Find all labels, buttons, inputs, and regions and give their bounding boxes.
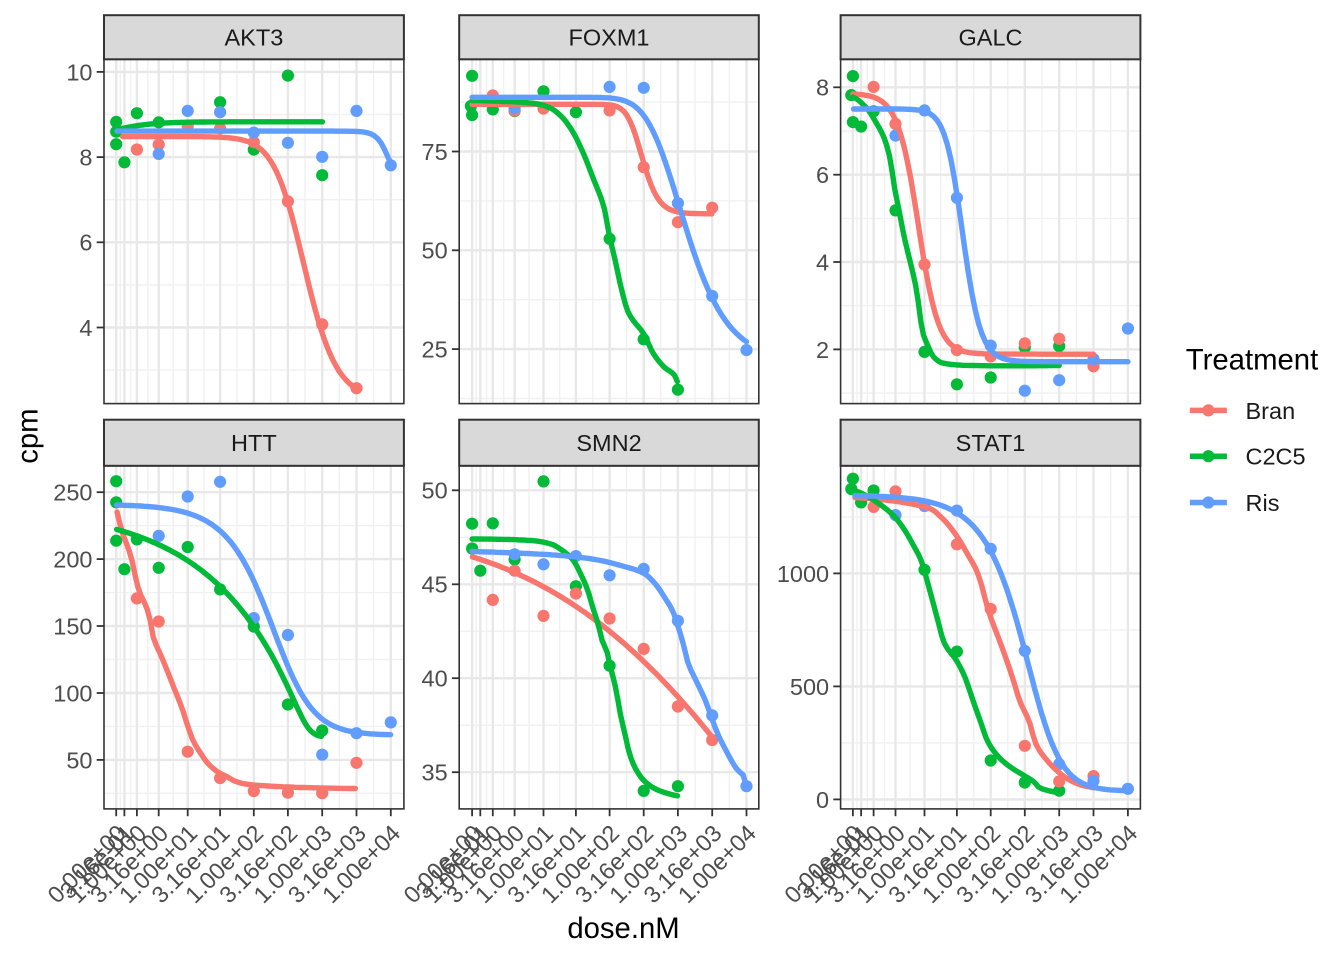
svg-text:Ris: Ris bbox=[1246, 490, 1280, 516]
svg-text:200: 200 bbox=[53, 547, 92, 573]
svg-text:8: 8 bbox=[816, 75, 829, 101]
svg-text:GALC: GALC bbox=[959, 25, 1023, 51]
svg-text:Treatment: Treatment bbox=[1186, 343, 1318, 376]
svg-text:STAT1: STAT1 bbox=[956, 430, 1026, 456]
svg-text:40: 40 bbox=[422, 666, 448, 692]
svg-text:Bran: Bran bbox=[1246, 398, 1296, 424]
svg-text:50: 50 bbox=[66, 747, 92, 773]
svg-text:500: 500 bbox=[790, 674, 829, 700]
svg-text:250: 250 bbox=[53, 480, 92, 506]
svg-text:C2C5: C2C5 bbox=[1246, 444, 1306, 470]
svg-text:HTT: HTT bbox=[231, 430, 277, 456]
svg-text:45: 45 bbox=[422, 572, 448, 598]
svg-text:6: 6 bbox=[79, 230, 92, 256]
svg-text:75: 75 bbox=[422, 139, 448, 165]
svg-text:50: 50 bbox=[422, 478, 448, 504]
svg-text:35: 35 bbox=[422, 760, 448, 786]
svg-text:4: 4 bbox=[79, 315, 92, 341]
svg-text:10: 10 bbox=[66, 59, 92, 85]
svg-text:0: 0 bbox=[816, 787, 829, 813]
svg-text:SMN2: SMN2 bbox=[576, 430, 641, 456]
svg-text:4: 4 bbox=[816, 249, 829, 275]
svg-text:dose.nM: dose.nM bbox=[567, 912, 679, 945]
svg-text:AKT3: AKT3 bbox=[225, 25, 284, 51]
svg-text:150: 150 bbox=[53, 613, 92, 639]
svg-text:50: 50 bbox=[422, 238, 448, 264]
svg-text:cpm: cpm bbox=[12, 408, 45, 463]
svg-text:FOXM1: FOXM1 bbox=[569, 25, 650, 51]
svg-text:2: 2 bbox=[816, 337, 829, 363]
svg-text:1000: 1000 bbox=[777, 561, 829, 587]
svg-text:100: 100 bbox=[53, 680, 92, 706]
svg-text:25: 25 bbox=[422, 337, 448, 363]
svg-text:8: 8 bbox=[79, 145, 92, 171]
svg-text:6: 6 bbox=[816, 162, 829, 188]
